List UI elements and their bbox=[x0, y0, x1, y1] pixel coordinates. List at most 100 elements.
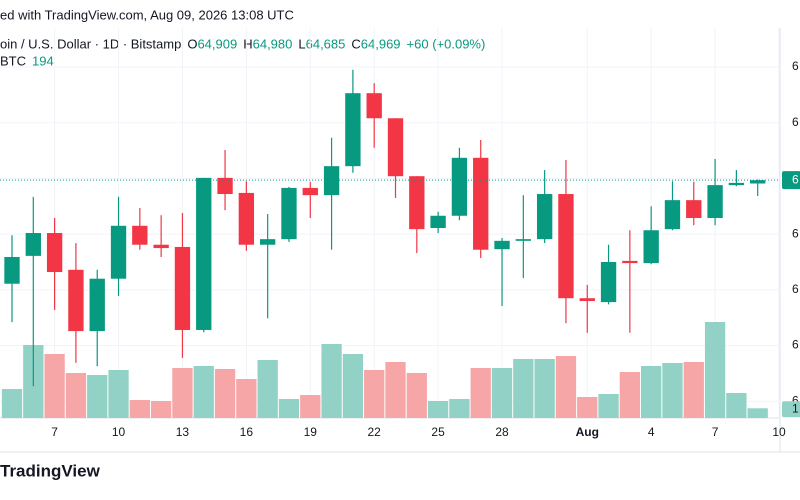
x-tick-label: 22 bbox=[368, 425, 382, 439]
ohlc-value: 64,969 bbox=[361, 36, 401, 51]
x-tick-label: 7 bbox=[51, 425, 58, 439]
volume-bar bbox=[513, 359, 534, 418]
x-tick-label: 16 bbox=[240, 425, 254, 439]
volume-bar bbox=[108, 370, 129, 418]
candle-body bbox=[153, 244, 169, 249]
volume-bar bbox=[44, 354, 65, 418]
volume-bar bbox=[300, 395, 321, 418]
header: ed with TradingView.com, Aug 09, 2026 13… bbox=[0, 7, 294, 22]
volume-bar bbox=[491, 368, 513, 418]
volume-bar bbox=[704, 322, 726, 418]
x-tick-label: 7 bbox=[712, 425, 719, 439]
volume-bar bbox=[534, 359, 555, 418]
candle-body bbox=[579, 298, 595, 301]
volume-bar bbox=[150, 401, 172, 418]
x-tick-label: Aug bbox=[576, 425, 599, 439]
candle-body bbox=[110, 225, 127, 279]
y-tick-label: 6 bbox=[792, 338, 799, 352]
volume-bar bbox=[470, 368, 491, 418]
volume-bar bbox=[257, 360, 278, 418]
volume-tag-bg bbox=[782, 401, 800, 418]
volume-bar bbox=[747, 408, 768, 418]
volume-bar bbox=[321, 344, 342, 418]
symbol-line: oin / U.S. Dollar · 1D · Bitstamp bbox=[0, 36, 181, 51]
candle-body bbox=[494, 240, 510, 250]
ohlc-label: C bbox=[351, 36, 360, 51]
price-tag-bg bbox=[782, 171, 800, 190]
volume-bar bbox=[598, 394, 619, 418]
volume-bar bbox=[342, 354, 364, 418]
volume-bar bbox=[214, 369, 236, 418]
candle-body bbox=[89, 278, 105, 332]
candle-body bbox=[46, 233, 63, 273]
candle-body bbox=[196, 177, 212, 330]
candle-body bbox=[302, 187, 318, 196]
volume-bar bbox=[577, 397, 598, 418]
volume-bar bbox=[236, 379, 257, 418]
ohlc-value: 64,909 bbox=[197, 36, 237, 51]
ohlc-label: H bbox=[243, 36, 252, 51]
y-tick-label: 6 bbox=[792, 115, 799, 129]
x-tick-label: 13 bbox=[176, 425, 190, 439]
candle-body bbox=[68, 269, 84, 332]
candle-body bbox=[174, 246, 191, 330]
candle-body bbox=[750, 180, 766, 184]
volume-bar bbox=[641, 366, 662, 418]
candle-body bbox=[536, 194, 553, 240]
volume-bar bbox=[364, 370, 385, 418]
volume-bar bbox=[555, 356, 577, 418]
volume-bar bbox=[193, 366, 214, 418]
candle-body bbox=[387, 118, 404, 177]
volume-bar bbox=[385, 362, 406, 418]
candle-body bbox=[430, 215, 446, 229]
candle-body bbox=[366, 93, 382, 119]
candle-body bbox=[132, 225, 148, 245]
volume-bar bbox=[278, 399, 300, 418]
candle-body bbox=[281, 187, 297, 240]
volume-bar bbox=[427, 401, 449, 418]
volume-bar bbox=[449, 399, 470, 418]
y-tick-label: 6 bbox=[792, 393, 799, 407]
candle-body bbox=[707, 185, 723, 218]
candle-body bbox=[728, 182, 745, 186]
candle-body bbox=[473, 157, 489, 250]
volume-bar bbox=[726, 393, 747, 418]
ohlc-value: 64,980 bbox=[253, 36, 293, 51]
x-tick-label: 10 bbox=[772, 425, 786, 439]
volume-bar bbox=[129, 400, 150, 418]
volume-value: 194 bbox=[32, 53, 54, 68]
candle-body bbox=[558, 194, 574, 299]
x-tick-label: 4 bbox=[648, 425, 655, 439]
candle-body bbox=[622, 260, 638, 264]
candle-body bbox=[686, 200, 702, 218]
volume-label: BTC bbox=[0, 53, 26, 68]
price-tag: 6 bbox=[792, 172, 799, 186]
y-tick-label: 6 bbox=[792, 59, 799, 73]
candle-body bbox=[323, 166, 340, 196]
x-tick-label: 19 bbox=[304, 425, 318, 439]
volume-bar bbox=[1, 389, 23, 418]
volume-bar bbox=[87, 375, 108, 418]
ohlc-value: 64,685 bbox=[306, 36, 346, 51]
candle-body bbox=[451, 157, 468, 216]
volume-tag: 1 bbox=[792, 401, 799, 415]
volume-bar bbox=[619, 372, 641, 418]
candle-body bbox=[259, 239, 276, 245]
y-tick-label: 6 bbox=[792, 282, 799, 296]
candle-body bbox=[600, 262, 617, 303]
y-tick-label: 6 bbox=[792, 226, 799, 240]
candle-body bbox=[4, 256, 20, 284]
volume-bar bbox=[172, 368, 193, 418]
candle-body bbox=[515, 239, 532, 241]
change: +60 (+0.09%) bbox=[407, 36, 486, 51]
candle-body bbox=[409, 176, 425, 230]
candle-body bbox=[238, 192, 255, 245]
ohlc-label: O bbox=[187, 36, 197, 51]
x-tick-label: 25 bbox=[431, 425, 445, 439]
candle-body bbox=[217, 177, 233, 195]
volume-bar bbox=[683, 362, 704, 418]
candle-body bbox=[25, 233, 41, 256]
x-tick-label: 28 bbox=[495, 425, 509, 439]
volume-bar bbox=[406, 373, 427, 418]
